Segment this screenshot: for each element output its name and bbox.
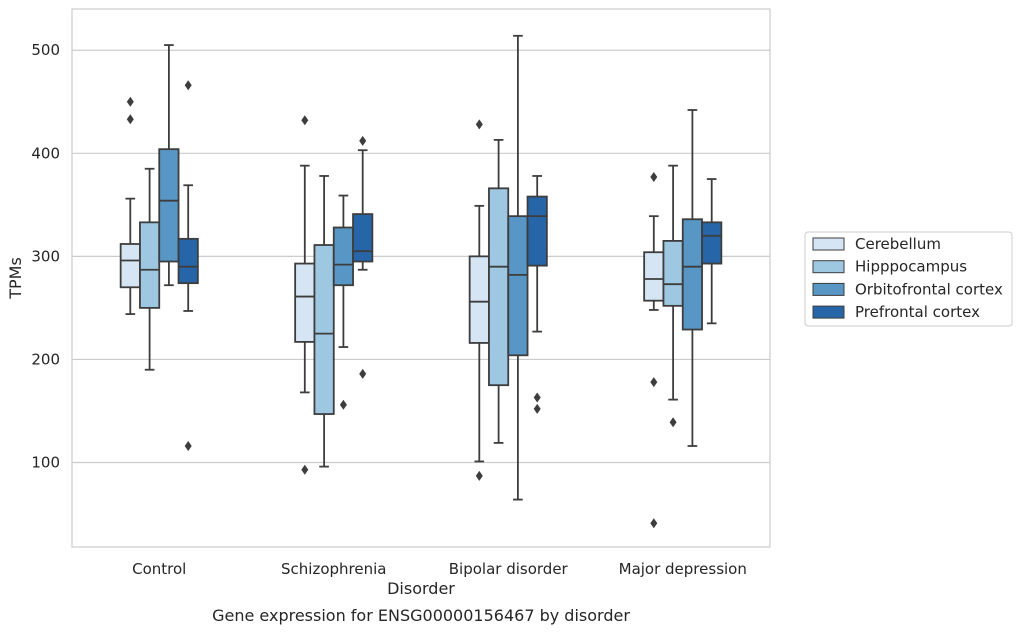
outlier-point bbox=[533, 392, 541, 403]
legend-item: Cerebellum bbox=[812, 235, 941, 253]
outlier-point bbox=[126, 114, 134, 125]
outlier-point bbox=[650, 377, 658, 388]
legend-label: Prefrontal cortex bbox=[855, 303, 980, 321]
outlier-point bbox=[184, 440, 192, 451]
x-axis-label: Disorder bbox=[387, 579, 455, 598]
y-tick-label: 100 bbox=[31, 453, 60, 471]
y-tick-label: 300 bbox=[31, 247, 60, 265]
legend-label: Hipppocampus bbox=[855, 258, 967, 276]
box-hipppocampus bbox=[662, 164, 684, 428]
legend-swatch bbox=[812, 305, 845, 319]
outlier-point bbox=[650, 171, 658, 182]
outlier-point bbox=[301, 115, 309, 126]
outlier-point bbox=[359, 135, 367, 146]
chart-caption: Gene expression for ENSG00000156467 by d… bbox=[212, 606, 630, 625]
box-cerebellum bbox=[294, 115, 316, 475]
box-prefrontal-cortex bbox=[352, 135, 374, 379]
legend-swatch bbox=[812, 237, 845, 251]
legend-swatch bbox=[812, 260, 845, 274]
box-hipppocampus bbox=[488, 138, 510, 444]
box-body bbox=[662, 239, 684, 307]
legend-swatch bbox=[812, 282, 845, 296]
box-body bbox=[139, 221, 161, 309]
outlier-point bbox=[359, 368, 367, 379]
x-tick-label: Schizophrenia bbox=[281, 560, 386, 578]
box-body bbox=[526, 195, 548, 267]
y-tick-label: 500 bbox=[31, 41, 60, 59]
outlier-point bbox=[475, 470, 483, 481]
x-tick-labels: Control Schizophrenia Bipolar disorder Majo… bbox=[132, 560, 747, 578]
legend-item: Prefrontal cortex bbox=[812, 303, 980, 321]
box-body bbox=[488, 187, 510, 387]
box-body bbox=[294, 262, 316, 343]
box-prefrontal-cortex bbox=[701, 178, 723, 325]
y-axis-label: TPMs bbox=[6, 257, 25, 300]
legend-label: Orbitofrontal cortex bbox=[855, 280, 1003, 298]
box-hipppocampus bbox=[313, 175, 335, 468]
outlier-point bbox=[650, 518, 658, 529]
box-body bbox=[468, 255, 490, 344]
x-tick-label: Major depression bbox=[619, 560, 747, 578]
box-body bbox=[158, 148, 180, 263]
box-prefrontal-cortex bbox=[526, 175, 548, 414]
outlier-point bbox=[301, 464, 309, 475]
box-body bbox=[643, 251, 665, 302]
box-body bbox=[681, 218, 703, 331]
box-body bbox=[177, 237, 199, 285]
box-body bbox=[313, 244, 335, 415]
y-tick-labels: 100 200 300 400 500 bbox=[31, 41, 60, 471]
box-prefrontal-cortex bbox=[177, 80, 199, 451]
box-body bbox=[332, 226, 354, 287]
legend-item: Orbitofrontal cortex bbox=[812, 280, 1003, 298]
y-tick-label: 400 bbox=[31, 144, 60, 162]
legend-label: Cerebellum bbox=[855, 235, 941, 253]
box-body bbox=[701, 221, 723, 265]
outlier-point bbox=[475, 119, 483, 130]
box-body bbox=[119, 243, 141, 289]
x-tick-label: Control bbox=[132, 560, 186, 578]
outlier-point bbox=[669, 417, 677, 428]
box-body bbox=[352, 213, 374, 263]
outlier-point bbox=[533, 403, 541, 414]
box-orbitofrontal-cortex bbox=[681, 109, 703, 447]
box-groups bbox=[119, 34, 723, 529]
outlier-point bbox=[339, 399, 347, 410]
legend-frame bbox=[804, 231, 1013, 327]
box-orbitofrontal-cortex bbox=[507, 34, 529, 501]
box-cerebellum bbox=[468, 119, 490, 481]
outlier-point bbox=[126, 96, 134, 107]
box-cerebellum bbox=[119, 96, 141, 315]
box-hipppocampus bbox=[139, 167, 161, 371]
y-tick-label: 200 bbox=[31, 350, 60, 368]
box-body bbox=[507, 215, 529, 357]
x-tick-label: Bipolar disorder bbox=[449, 560, 569, 578]
outlier-point bbox=[184, 80, 192, 91]
legend: Cerebellum Hipppocampus Orbitofrontal cort… bbox=[804, 231, 1013, 327]
legend-item: Hipppocampus bbox=[812, 258, 967, 276]
box-orbitofrontal-cortex bbox=[158, 44, 180, 287]
